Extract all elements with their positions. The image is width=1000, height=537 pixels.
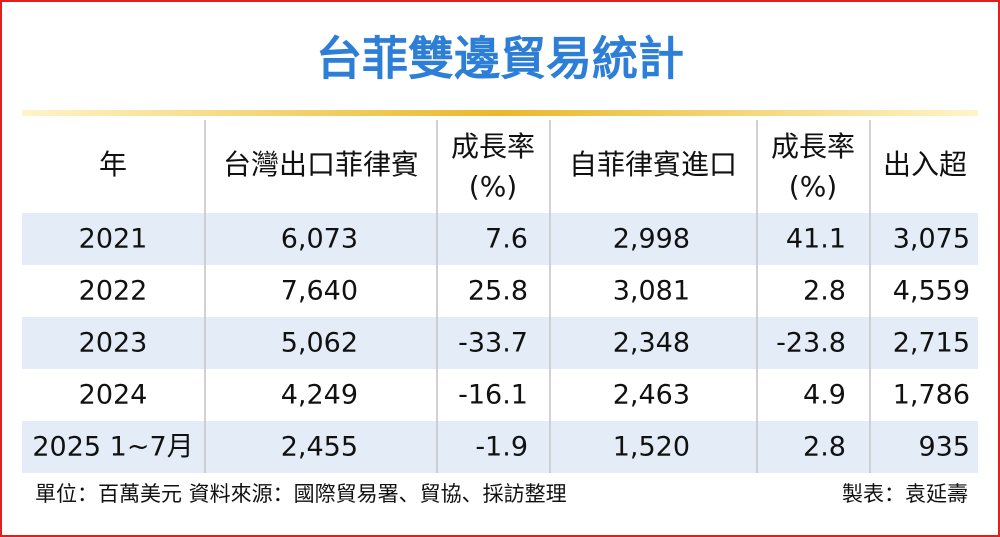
cell-value: 1,520 [613,432,690,463]
cell-value: 6,073 [281,224,358,255]
column-header: (%) [789,170,837,203]
cell-value: 2,715 [893,328,970,359]
cell-value: 2,998 [613,224,690,255]
column-header: 出入超 [883,148,967,181]
credit: 製表：袁延壽 [842,482,968,506]
row-label: 2022 [79,276,148,307]
column-header: 台灣出口菲律賓 [223,148,419,181]
row-band [22,421,978,473]
cell-value: 41.1 [786,224,846,255]
cell-value: 4.9 [803,380,846,411]
cell-value: -33.7 [458,328,528,359]
cell-value: 1,786 [893,380,970,411]
cell-value: -16.1 [458,380,528,411]
cell-value: 2.8 [803,432,846,463]
column-header: 年 [99,148,127,181]
cell-value: 7,640 [281,276,358,307]
table: 年台灣出口菲律賓成長率(%)自菲律賓進口成長率(%)出入超2021 6,073 7.… [22,120,978,473]
cell-value: 7.6 [485,224,528,255]
title: 台菲雙邊貿易統計 [316,32,684,86]
cell-value: 935 [918,432,970,463]
cell-value: 4,559 [893,276,970,307]
title-rule [22,110,978,116]
column-header: 成長率 [451,130,535,163]
cell-value: 2,455 [281,432,358,463]
column-header: (%) [469,170,517,203]
row-label: 2021 [79,224,148,255]
cell-value: -1.9 [475,432,528,463]
cell-value: 2.8 [803,276,846,307]
row-label: 2024 [79,380,148,411]
row-label: 2023 [79,328,148,359]
row-band [22,317,978,369]
cell-value: 2,463 [613,380,690,411]
cell-value: 25.8 [468,276,528,307]
cell-value: 4,249 [281,380,358,411]
cell-value: 3,081 [613,276,690,307]
row-band [22,213,978,265]
row-label: 2025 1~7月 [32,432,193,463]
cell-value: 3,075 [893,224,970,255]
cell-value: 5,062 [281,328,358,359]
column-header: 自菲律賓進口 [569,148,737,181]
column-header: 成長率 [771,130,855,163]
cell-value: 2,348 [613,328,690,359]
cell-value: -23.8 [776,328,846,359]
source-note: 單位：百萬美元 資料來源：國際貿易署、貿協、採訪整理 [35,482,567,506]
